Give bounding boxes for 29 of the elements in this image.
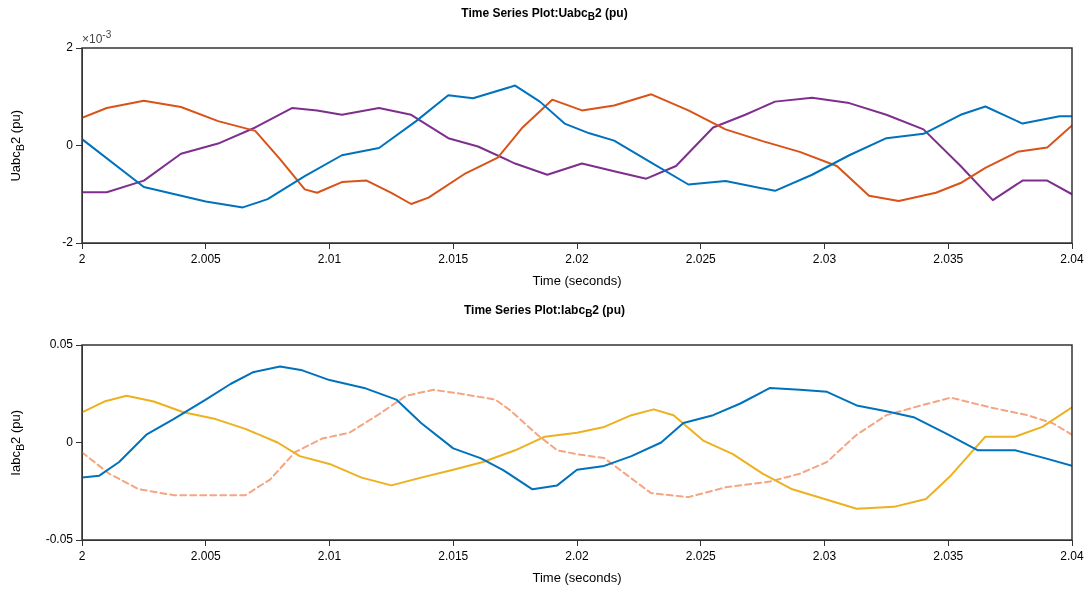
y-tick-label: -2: [62, 235, 74, 250]
text: ×10$^{-3}$: [82, 29, 112, 46]
x-tick-label: 2: [78, 251, 86, 266]
x-tick-label: 2.035: [933, 251, 964, 266]
chart-title: Time Series Plot:Uabc$_{B}$2 (pu): [460, 6, 629, 23]
x-tick-label: 2.015: [438, 548, 469, 563]
y-tick-label: -0.05: [45, 532, 74, 547]
y-tick-label: 2: [66, 40, 74, 55]
y-tick-label: 0: [66, 137, 74, 152]
x-tick-label: 2.03: [812, 548, 837, 563]
x-tick-label: 2: [78, 548, 86, 563]
x-tick-label: 2.015: [438, 251, 469, 266]
x-tick-label: 2.025: [685, 251, 717, 266]
y-tick-label: 0: [66, 434, 74, 449]
x-tick-label: 2.025: [685, 548, 717, 563]
y-tick-label: 0.05: [49, 337, 74, 352]
x-axis-title: Time (seconds): [532, 569, 622, 585]
x-tick-label: 2.04: [1060, 251, 1084, 266]
x-tick-label: 2.03: [812, 251, 837, 266]
x-tick-label: 2.035: [933, 548, 964, 563]
x-tick-label: 2.02: [565, 548, 589, 563]
x-tick-label: 2.01: [317, 548, 342, 563]
x-axis-title: Time (seconds): [532, 272, 622, 288]
x-tick-label: 2.01: [317, 251, 342, 266]
chart-title: Time Series Plot:Iabc$_{B}$2 (pu): [462, 303, 627, 320]
x-tick-label: 2.02: [565, 251, 589, 266]
x-tick-label: 2.005: [190, 548, 222, 563]
x-tick-label: 2.005: [190, 251, 222, 266]
x-tick-label: 2.04: [1060, 548, 1084, 563]
